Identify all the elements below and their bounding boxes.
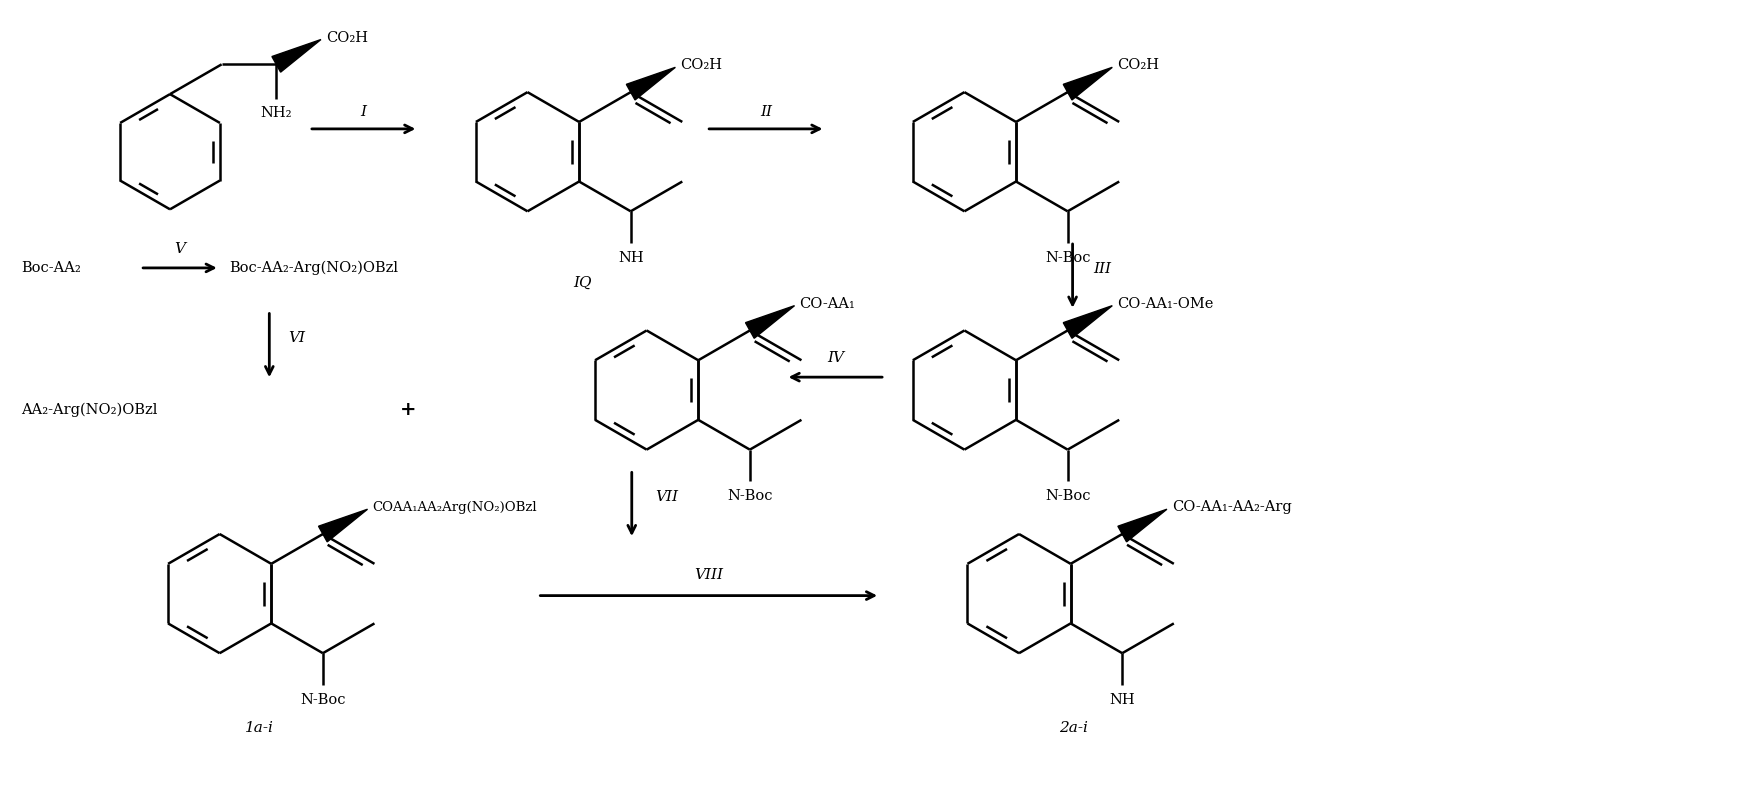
Polygon shape <box>1062 68 1111 100</box>
Text: N-Boc: N-Boc <box>727 490 773 503</box>
Text: IV: IV <box>826 351 843 365</box>
Polygon shape <box>1117 510 1166 542</box>
Text: CO-AA₁-OMe: CO-AA₁-OMe <box>1117 297 1214 311</box>
Text: AA₂-Arg(NO₂)OBzl: AA₂-Arg(NO₂)OBzl <box>21 403 157 417</box>
Text: N-Boc: N-Boc <box>300 693 346 707</box>
Text: NH: NH <box>1110 693 1134 707</box>
Polygon shape <box>272 40 321 72</box>
Text: COAA₁AA₂Arg(NO₂)OBzl: COAA₁AA₂Arg(NO₂)OBzl <box>372 501 536 514</box>
Text: II: II <box>759 105 771 119</box>
Text: I: I <box>360 105 367 119</box>
Text: N-Boc: N-Boc <box>1044 490 1090 503</box>
Text: VII: VII <box>654 491 677 504</box>
Text: N-Boc: N-Boc <box>1044 251 1090 265</box>
Text: +: + <box>400 401 416 419</box>
Text: CO₂H: CO₂H <box>326 30 367 45</box>
Text: Boc-AA₂: Boc-AA₂ <box>21 261 81 275</box>
Text: Boc-AA₂-Arg(NO₂)OBzl: Boc-AA₂-Arg(NO₂)OBzl <box>229 261 399 275</box>
Polygon shape <box>626 68 676 100</box>
Polygon shape <box>744 305 794 339</box>
Polygon shape <box>318 510 367 542</box>
Text: CO-AA₁-AA₂-Arg: CO-AA₁-AA₂-Arg <box>1171 500 1291 514</box>
Text: CO₂H: CO₂H <box>679 58 721 72</box>
Text: V: V <box>175 242 185 256</box>
Text: NH: NH <box>617 251 644 265</box>
Text: IQ: IQ <box>573 276 591 290</box>
Text: 1a-i: 1a-i <box>245 721 273 735</box>
Text: VI: VI <box>289 332 305 345</box>
Text: III: III <box>1092 262 1111 276</box>
Text: 2a-i: 2a-i <box>1058 721 1087 735</box>
Polygon shape <box>1062 305 1111 339</box>
Text: CO-AA₁: CO-AA₁ <box>799 297 856 311</box>
Text: NH₂: NH₂ <box>261 106 291 120</box>
Text: CO₂H: CO₂H <box>1117 58 1159 72</box>
Text: VIII: VIII <box>693 568 723 582</box>
